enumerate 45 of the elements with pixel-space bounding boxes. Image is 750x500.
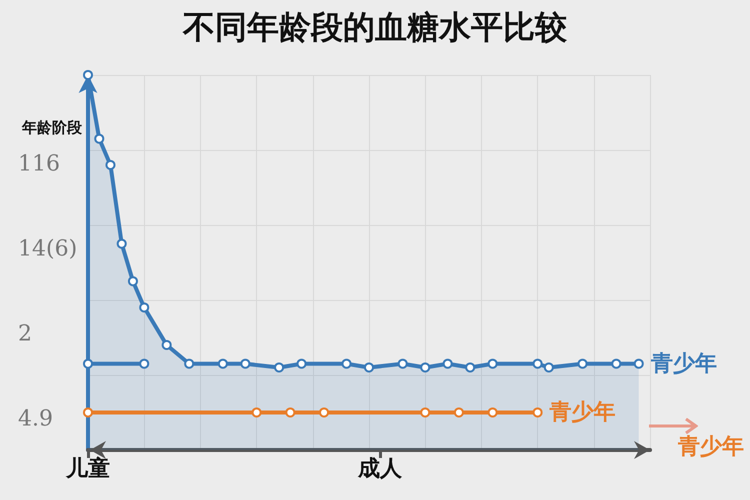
point <box>442 358 453 369</box>
point <box>342 358 352 369</box>
point <box>162 340 172 350</box>
point <box>285 408 296 418</box>
text: 4.9 <box>18 406 53 432</box>
x-tick-label: 儿童 <box>65 456 110 482</box>
point <box>398 358 408 369</box>
point <box>532 408 543 418</box>
point <box>94 134 104 144</box>
point <box>611 358 622 369</box>
point <box>420 408 430 418</box>
point <box>578 358 588 369</box>
point <box>240 358 250 369</box>
point <box>296 358 307 369</box>
y-axis-title: 年龄阶段 <box>21 118 83 136</box>
series-label: 青少年 <box>548 400 616 425</box>
point <box>128 276 138 286</box>
point <box>319 408 330 418</box>
point <box>252 408 262 418</box>
point <box>488 408 498 418</box>
point <box>105 160 116 170</box>
point <box>532 358 543 369</box>
point <box>83 358 93 369</box>
point <box>139 358 150 369</box>
point <box>83 408 93 418</box>
point <box>83 70 93 80</box>
text: 14(6) <box>18 236 78 262</box>
point <box>454 408 464 418</box>
text: 2 <box>18 322 32 346</box>
point <box>634 358 644 369</box>
point <box>116 238 127 249</box>
point <box>364 362 374 372</box>
point <box>488 358 498 369</box>
chart-title: 不同年龄段的血糖水平比较 <box>182 8 568 46</box>
point <box>139 302 150 312</box>
point <box>274 362 284 372</box>
point <box>420 362 430 372</box>
point <box>465 362 476 372</box>
series-label: 青少年 <box>650 351 717 376</box>
point <box>184 358 194 369</box>
point <box>218 358 228 369</box>
x-tick-label: 成人 <box>357 456 404 482</box>
text: 青少年 <box>677 434 744 460</box>
text: 116 <box>18 152 60 176</box>
point <box>544 362 554 372</box>
